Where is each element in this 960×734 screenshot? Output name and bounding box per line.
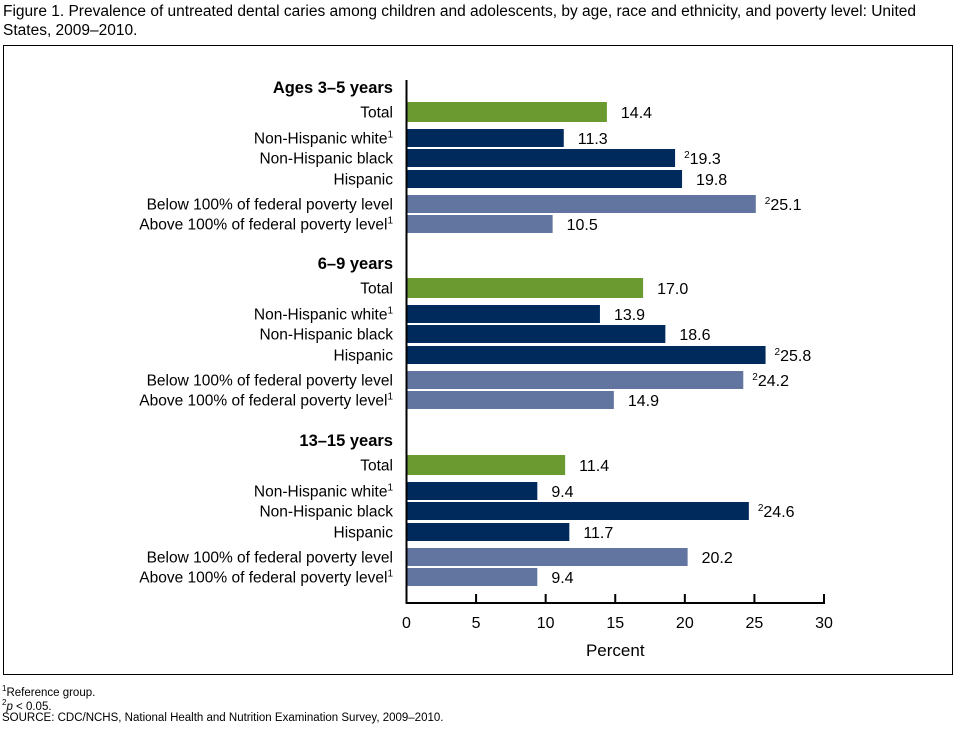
- footnote-2-marker: 2: [2, 698, 7, 707]
- bar-chart: Ages 3–5 years Total 14.4 Non-Hispanic whit…: [139, 79, 833, 660]
- data-label: 225.8: [775, 347, 812, 365]
- bar: [406, 391, 614, 409]
- bar: [406, 568, 538, 586]
- bar: [406, 278, 644, 298]
- x-tick-label: 25: [746, 615, 764, 632]
- bar: [406, 215, 553, 233]
- bar: [406, 325, 666, 343]
- x-tick-label: 10: [537, 615, 555, 632]
- x-tick-label: 0: [402, 615, 411, 632]
- bar: [406, 102, 607, 122]
- category-label: Non-Hispanic black: [259, 151, 393, 168]
- x-tick-label: 30: [815, 615, 833, 632]
- bar: [406, 455, 566, 475]
- data-label: 9.4: [551, 570, 573, 587]
- data-label: 17.0: [657, 281, 688, 298]
- data-label: 19.8: [696, 172, 727, 189]
- category-label: Non-Hispanic white1: [254, 483, 394, 501]
- category-label: Above 100% of federal poverty level1: [139, 392, 393, 410]
- x-tick-label: 15: [606, 615, 624, 632]
- footnote-1: 1Reference group.: [2, 684, 95, 699]
- footnote-2-p: p: [6, 700, 13, 713]
- bar: [406, 523, 570, 541]
- data-label: 224.6: [758, 503, 795, 521]
- footnote-1-text: Reference group.: [6, 686, 96, 699]
- category-label: Non-Hispanic white1: [254, 306, 394, 324]
- data-label: 13.9: [614, 307, 645, 324]
- figure-title: Figure 1. Prevalence of untreated dental…: [3, 3, 917, 39]
- bar: [406, 305, 600, 323]
- x-axis-title: Percent: [586, 641, 645, 660]
- source-note: SOURCE: CDC/NCHS, National Health and Nu…: [2, 712, 444, 724]
- data-label: 219.3: [684, 150, 721, 168]
- x-tick-label: 20: [676, 615, 694, 632]
- data-label: 18.6: [679, 327, 710, 344]
- data-label: 11.3: [578, 131, 608, 148]
- bar: [406, 346, 766, 364]
- data-label: 225.1: [765, 196, 802, 214]
- bar: [406, 129, 564, 147]
- group-label: 6–9 years: [318, 255, 393, 273]
- footnote-1-marker: 1: [2, 684, 7, 693]
- bar: [406, 502, 749, 520]
- category-label: Above 100% of federal poverty level1: [139, 569, 393, 587]
- chart-frame: [3, 45, 953, 675]
- category-label: Total: [360, 105, 393, 122]
- data-label: 20.2: [702, 550, 733, 567]
- data-label: 11.7: [583, 525, 613, 542]
- category-label: Non-Hispanic black: [259, 504, 393, 521]
- category-label: Non-Hispanic black: [259, 327, 393, 344]
- category-label: Hispanic: [334, 172, 394, 189]
- category-label: Non-Hispanic white1: [254, 130, 394, 148]
- category-label: Hispanic: [334, 525, 394, 542]
- bar: [406, 170, 683, 188]
- category-label: Below 100% of federal poverty level: [147, 550, 393, 567]
- category-label: Below 100% of federal poverty level: [147, 197, 393, 214]
- data-label: 14.9: [628, 393, 659, 410]
- category-label: Below 100% of federal poverty level: [147, 373, 393, 390]
- bar: [406, 482, 538, 500]
- data-label: 11.4: [579, 458, 609, 475]
- data-label: 9.4: [551, 484, 573, 501]
- bar: [406, 195, 756, 213]
- category-label: Above 100% of federal poverty level1: [139, 216, 393, 234]
- data-label: 224.2: [752, 372, 789, 390]
- category-label: Total: [360, 458, 393, 475]
- bar: [406, 149, 676, 167]
- data-label: 14.4: [621, 105, 652, 122]
- footnote-2-text: < 0.05.: [12, 700, 52, 713]
- footnote-2: 2p < 0.05.: [2, 698, 52, 713]
- category-label: Hispanic: [334, 348, 394, 365]
- x-tick-label: 5: [472, 615, 481, 632]
- data-label: 10.5: [567, 217, 598, 234]
- group-label: Ages 3–5 years: [273, 79, 393, 97]
- category-label: Total: [360, 281, 393, 298]
- bar: [406, 548, 688, 566]
- group-label: 13–15 years: [299, 432, 393, 450]
- bar: [406, 371, 744, 389]
